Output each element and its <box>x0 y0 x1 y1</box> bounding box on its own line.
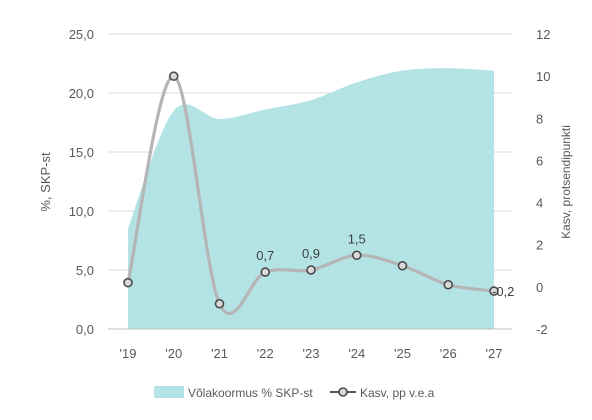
line-series-point <box>489 286 499 296</box>
x-axis-tick-label: '20 <box>165 346 182 361</box>
right-axis-tick-label: 4 <box>536 196 543 211</box>
x-axis-tick-label: '21 <box>211 346 228 361</box>
right-axis-tick-label: 10 <box>536 69 550 84</box>
area-series-debt <box>128 68 494 329</box>
x-axis-tick-label: '25 <box>394 346 411 361</box>
line-series-point <box>397 260 408 271</box>
right-axis-tick-label: 0 <box>536 280 543 295</box>
line-series-point <box>351 250 362 261</box>
line-data-label: 0,9 <box>302 246 320 261</box>
x-axis-tick-label: '27 <box>486 346 503 361</box>
right-axis-title: Kasv, protsendipunkti <box>559 125 573 239</box>
left-axis-tick-label: 20,0 <box>69 86 94 101</box>
right-axis-tick-label: 2 <box>536 238 543 253</box>
line-series-point <box>123 277 133 288</box>
right-axis-tick-label: 6 <box>536 153 543 168</box>
right-axis-tick-label: -2 <box>536 322 548 337</box>
left-axis-tick-label: 0,0 <box>76 322 94 337</box>
right-axis-tick-label: 12 <box>536 27 550 42</box>
x-axis-tick-label: '26 <box>440 346 457 361</box>
line-series-point <box>306 265 316 275</box>
line-series-point <box>443 279 454 290</box>
line-series-point <box>260 267 271 277</box>
legend-swatch-marker <box>338 387 348 397</box>
line-data-label: -0,2 <box>492 284 514 299</box>
legend-label-line: Kasv, pp v.e.a <box>360 386 435 400</box>
line-data-label: 1,5 <box>348 231 366 246</box>
line-series-point <box>168 71 179 81</box>
legend-label-area: Võlakoormus % SKP-st <box>188 386 313 400</box>
x-axis-tick-label: '19 <box>120 346 137 361</box>
left-axis-tick-label: 5,0 <box>76 263 94 278</box>
left-axis-title: %, SKP-st <box>38 152 53 212</box>
left-axis-tick-label: 25,0 <box>69 27 94 42</box>
line-series-point <box>214 298 225 309</box>
legend-swatch-area <box>154 386 184 398</box>
left-axis-tick-label: 15,0 <box>69 145 94 160</box>
left-axis-tick-label: 10,0 <box>69 204 94 219</box>
x-axis-tick-label: '24 <box>348 346 365 361</box>
x-axis-tick-label: '22 <box>257 346 274 361</box>
line-data-label: 0,7 <box>256 248 274 263</box>
right-axis-tick-label: 8 <box>536 111 543 126</box>
x-axis-tick-label: '23 <box>303 346 320 361</box>
